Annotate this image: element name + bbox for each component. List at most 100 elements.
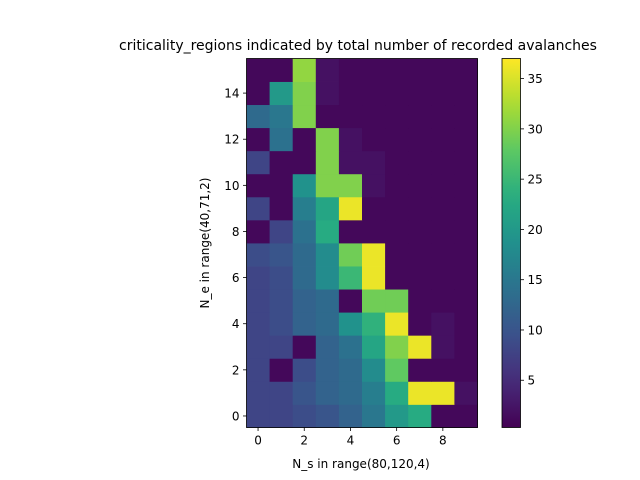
heatmap-cell <box>431 104 455 129</box>
heatmap-cell <box>362 289 386 313</box>
heatmap-cell <box>338 219 363 244</box>
heatmap-cell <box>315 404 340 428</box>
heatmap-cell <box>269 104 294 129</box>
heatmap-cell <box>338 266 363 290</box>
heatmap-cell <box>362 243 386 267</box>
heatmap-cell <box>431 358 455 382</box>
colorbar-tick-label: 25 <box>528 173 543 187</box>
y-tick-label: 14 <box>224 87 239 101</box>
y-axis-label: N_e in range(40,71,2) <box>198 178 212 309</box>
heatmap-cell <box>269 335 294 359</box>
x-tick-label: 4 <box>347 434 355 448</box>
heatmap-cell <box>269 219 294 244</box>
heatmap-cell <box>246 219 270 244</box>
heatmap-cell <box>431 173 455 198</box>
heatmap-cell <box>246 289 270 313</box>
heatmap-cell <box>454 196 478 221</box>
heatmap-cell <box>338 404 363 428</box>
y-tick-label: 6 <box>232 271 240 285</box>
heatmap-cell <box>431 335 455 359</box>
heatmap-cell <box>454 335 478 359</box>
heatmap-cell <box>269 243 294 267</box>
heatmap-cell <box>408 404 432 428</box>
heatmap-cell <box>454 289 478 313</box>
heatmap-cell <box>362 150 386 175</box>
heatmap-cell <box>431 127 455 152</box>
heatmap-cell <box>246 381 270 405</box>
heatmap-cell <box>292 81 317 106</box>
colorbar-tick-label: 35 <box>528 72 543 86</box>
x-tick-label: 6 <box>393 434 401 448</box>
heatmap-cell <box>315 266 340 290</box>
heatmap-cell <box>315 219 340 244</box>
heatmap-cell <box>408 127 432 152</box>
heatmap-cell <box>385 404 409 428</box>
heatmap-cell <box>269 81 294 106</box>
heatmap-cell <box>454 104 478 129</box>
colorbar-tick-label: 20 <box>528 223 543 237</box>
heatmap-cell <box>246 196 270 221</box>
heatmap-cell <box>292 243 317 267</box>
heatmap-cell <box>431 289 455 313</box>
colorbar-tick-label: 30 <box>528 122 543 136</box>
heatmap-cell <box>292 58 317 82</box>
heatmap-cell <box>362 173 386 198</box>
y-tick-label: 8 <box>232 225 240 239</box>
heatmap-cell <box>292 335 317 359</box>
colorbar-tick-label: 5 <box>528 374 536 388</box>
heatmap-cell <box>338 335 363 359</box>
heatmap-cell <box>315 127 340 152</box>
heatmap-cell <box>431 196 455 221</box>
heatmap-cell <box>338 127 363 152</box>
heatmap-cell <box>454 243 478 267</box>
heatmap-cell <box>315 104 340 129</box>
heatmap-cell <box>269 58 294 82</box>
heatmap-cell <box>269 266 294 290</box>
heatmap-cell <box>431 381 455 405</box>
heatmap-cell <box>292 312 317 336</box>
heatmap-cell <box>431 219 455 244</box>
heatmap-cell <box>431 58 455 82</box>
heatmap-cell <box>362 335 386 359</box>
heatmap-cell <box>292 358 317 382</box>
heatmap-cell <box>362 58 386 82</box>
heatmap-cell <box>454 58 478 82</box>
heatmap-cell <box>408 381 432 405</box>
heatmap-cell <box>269 127 294 152</box>
heatmap-cell <box>408 266 432 290</box>
heatmap-cell <box>454 404 478 428</box>
heatmap-cell <box>385 196 409 221</box>
heatmap-cell <box>431 404 455 428</box>
heatmap-cells <box>246 58 478 428</box>
heatmap-cell <box>292 127 317 152</box>
heatmap-cell <box>362 358 386 382</box>
heatmap-cell <box>408 243 432 267</box>
heatmap-cell <box>246 58 270 82</box>
heatmap-cell <box>338 196 363 221</box>
heatmap-cell <box>292 219 317 244</box>
y-tick-label: 2 <box>232 363 240 377</box>
heatmap-cell <box>246 81 270 106</box>
x-axis-label: N_s in range(80,120,4) <box>292 457 430 471</box>
heatmap-cell <box>315 58 340 82</box>
heatmap-cell <box>385 219 409 244</box>
heatmap-cell <box>246 127 270 152</box>
heatmap-cell <box>408 58 432 82</box>
heatmap-cell <box>385 150 409 175</box>
heatmap-cell <box>431 243 455 267</box>
heatmap-cell <box>338 243 363 267</box>
heatmap-cell <box>269 381 294 405</box>
heatmap-cell <box>362 219 386 244</box>
heatmap-cell <box>269 196 294 221</box>
heatmap-cell <box>408 150 432 175</box>
colorbar <box>501 58 521 428</box>
heatmap-cell <box>454 219 478 244</box>
heatmap-cell <box>315 196 340 221</box>
heatmap-cell <box>315 312 340 336</box>
heatmap-frame <box>246 58 478 428</box>
heatmap-cell <box>385 289 409 313</box>
heatmap-cell <box>246 150 270 175</box>
heatmap-cell <box>362 81 386 106</box>
heatmap-cell <box>292 173 317 198</box>
